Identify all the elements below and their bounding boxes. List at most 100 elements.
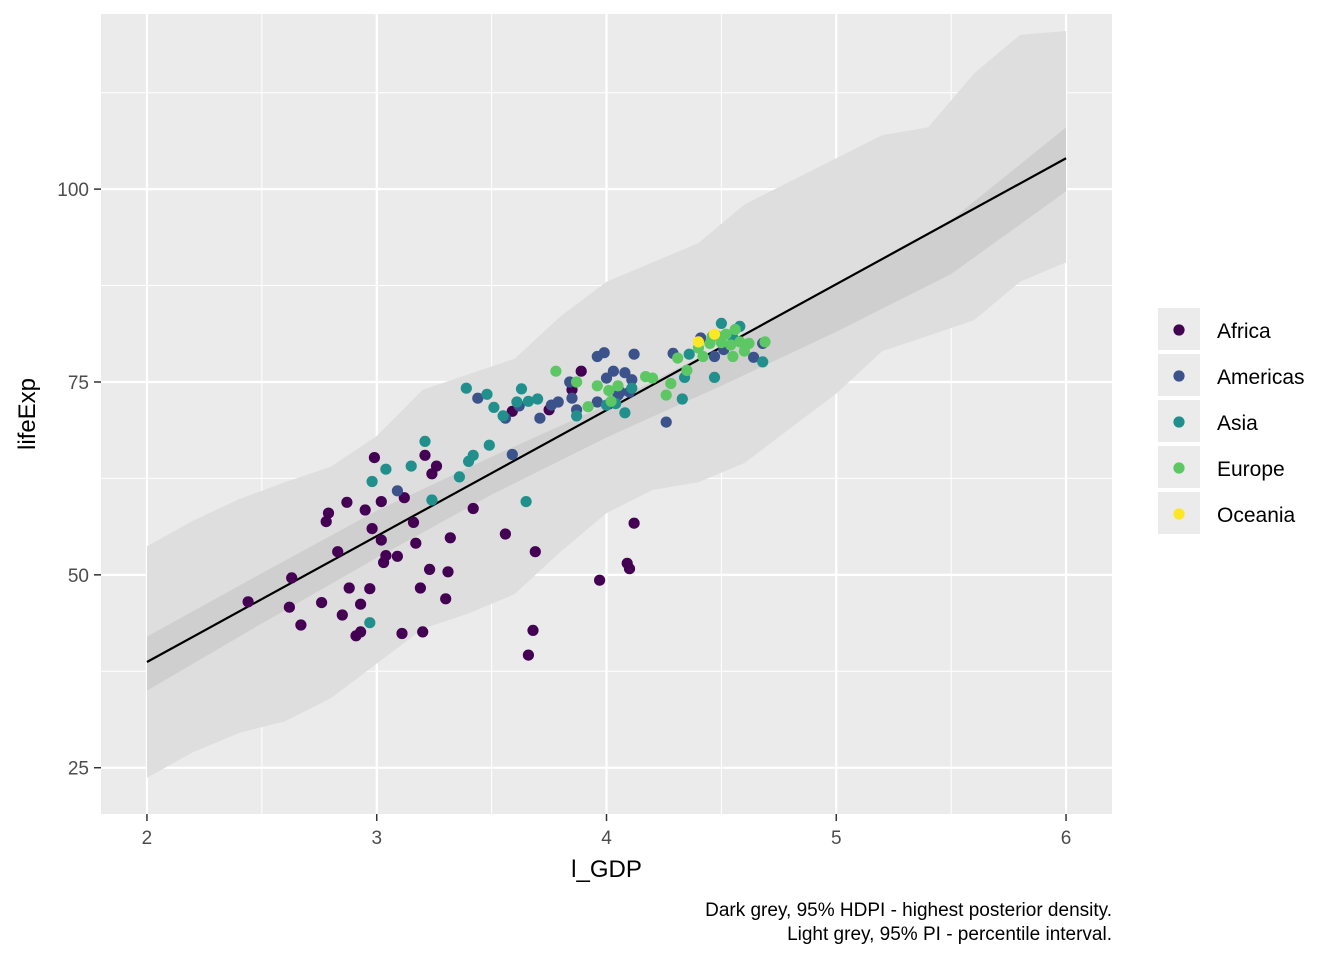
point-africa xyxy=(359,504,371,516)
axes: 2 3 4 5 6 25 50 75 100 l_GDP lifeExp xyxy=(14,180,1071,883)
point-africa xyxy=(341,496,353,508)
point-americas xyxy=(534,412,546,424)
point-africa xyxy=(368,452,380,464)
point-asia xyxy=(483,439,495,451)
point-asia xyxy=(380,463,392,475)
y-axis-title: lifeExp xyxy=(14,378,41,450)
point-africa xyxy=(375,534,387,546)
point-africa xyxy=(355,626,367,638)
point-europe xyxy=(729,323,741,336)
point-africa xyxy=(283,601,295,613)
point-asia xyxy=(619,407,631,419)
point-europe xyxy=(697,350,709,363)
x-tick-label: 4 xyxy=(601,828,612,849)
y-tick-label: 25 xyxy=(68,759,89,780)
point-asia xyxy=(757,356,769,368)
x-tick-label: 6 xyxy=(1061,828,1072,849)
point-africa xyxy=(322,507,335,519)
point-oceania xyxy=(708,328,721,340)
point-europe xyxy=(734,336,746,348)
point-oceania xyxy=(692,336,705,348)
legend-swatch-europe xyxy=(1173,462,1185,474)
point-africa xyxy=(417,626,429,638)
point-europe xyxy=(672,352,684,364)
point-asia xyxy=(532,393,544,405)
point-africa xyxy=(467,502,479,515)
y-tick-label: 100 xyxy=(57,180,89,201)
point-africa xyxy=(410,537,422,549)
point-asia xyxy=(676,393,688,405)
point-europe xyxy=(646,372,659,384)
point-africa xyxy=(499,528,511,540)
point-africa xyxy=(343,582,355,594)
legend-label: Europe xyxy=(1217,458,1285,481)
data-points xyxy=(242,317,771,661)
point-americas xyxy=(566,392,578,404)
point-africa xyxy=(430,460,443,472)
point-americas xyxy=(619,367,631,379)
legend: Africa Americas Asia Europe Oceania xyxy=(1158,308,1305,534)
point-africa xyxy=(242,596,254,608)
point-africa xyxy=(316,597,328,609)
point-americas xyxy=(391,485,403,497)
point-europe xyxy=(582,401,594,413)
point-africa xyxy=(364,583,376,595)
point-africa xyxy=(391,550,403,562)
point-europe xyxy=(550,365,562,377)
point-asia xyxy=(571,410,583,422)
x-tick-label: 2 xyxy=(142,828,153,849)
point-africa xyxy=(375,496,387,508)
point-africa xyxy=(442,566,454,578)
point-americas xyxy=(628,348,640,360)
point-europe xyxy=(715,337,728,349)
point-africa xyxy=(295,619,307,631)
point-africa xyxy=(366,523,378,535)
legend-label: Americas xyxy=(1217,366,1305,389)
point-africa xyxy=(594,574,606,586)
caption-line: Dark grey, 95% HDPI - highest posterior … xyxy=(705,900,1112,921)
point-asia xyxy=(626,382,638,394)
point-europe xyxy=(743,337,755,349)
legend-swatch-asia xyxy=(1173,416,1185,428)
point-africa xyxy=(440,593,452,605)
point-europe xyxy=(727,350,739,363)
legend-swatch-africa xyxy=(1173,324,1185,336)
legend-label: Africa xyxy=(1217,320,1271,343)
point-africa xyxy=(419,449,431,461)
point-africa xyxy=(336,609,348,621)
point-africa xyxy=(522,649,535,661)
y-tick-label: 75 xyxy=(68,373,89,394)
point-americas xyxy=(552,396,564,408)
point-europe xyxy=(603,384,615,397)
point-africa xyxy=(396,627,408,640)
caption: Dark grey, 95% HDPI - highest posterior … xyxy=(705,900,1112,945)
point-africa xyxy=(407,516,420,529)
point-asia xyxy=(708,371,721,383)
caption-line: Light grey, 95% PI - percentile interval… xyxy=(787,924,1112,945)
point-europe xyxy=(681,364,693,376)
point-africa xyxy=(628,517,640,529)
point-europe xyxy=(605,395,617,407)
point-asia xyxy=(522,395,535,407)
point-europe xyxy=(720,328,732,340)
point-europe xyxy=(591,380,603,392)
point-europe xyxy=(759,336,771,348)
point-europe xyxy=(571,376,583,388)
x-tick-label: 5 xyxy=(831,828,842,849)
point-africa xyxy=(320,516,332,528)
point-americas xyxy=(591,396,603,408)
legend-swatch-oceania xyxy=(1173,508,1185,520)
point-africa xyxy=(527,624,539,637)
point-asia xyxy=(511,396,523,408)
point-europe xyxy=(660,389,672,401)
point-asia xyxy=(460,382,472,394)
point-asia xyxy=(467,449,479,461)
point-africa xyxy=(398,492,410,504)
point-americas xyxy=(472,392,484,404)
point-americas xyxy=(660,416,672,428)
point-americas xyxy=(626,374,638,386)
point-americas xyxy=(506,448,518,461)
point-africa xyxy=(355,598,367,610)
x-tick-label: 3 xyxy=(371,828,382,849)
